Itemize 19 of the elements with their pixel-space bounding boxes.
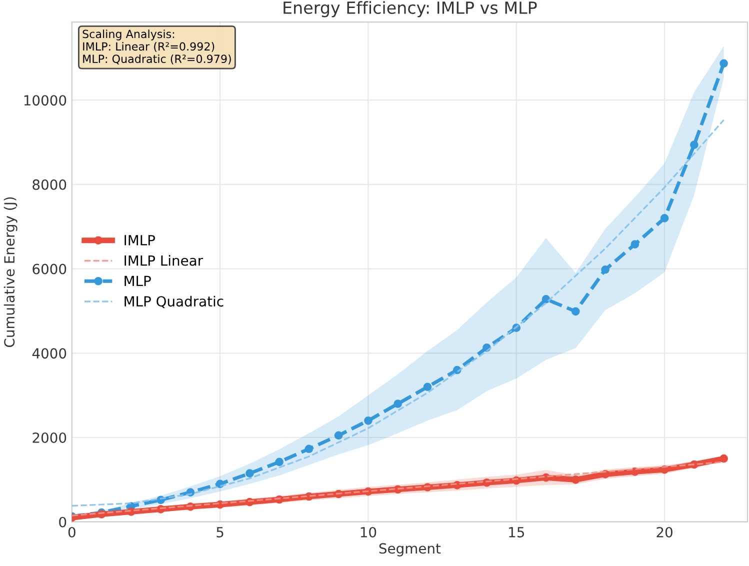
chart-title: Energy Efficiency: IMLP vs MLP: [284, 1, 537, 18]
y-tick-label: 4000: [32, 348, 66, 359]
annotation: Scaling Analysis: IMLP: Linear (R²=0.992) MLP: Quadratic (R²=0.979): [82, 30, 231, 64]
y-tick-label: 10000: [24, 95, 66, 106]
legend-label: MLP Quadratic: [124, 296, 224, 308]
x-tick-label: 15: [509, 527, 524, 538]
x-axis-title: Segment: [379, 543, 441, 556]
x-tick-label: 20: [656, 526, 672, 538]
legend-label: MLP: [124, 276, 151, 286]
x-tick-label: 0: [68, 526, 76, 538]
x-tick-label: 10: [360, 526, 376, 538]
y-tick-label: 0: [59, 516, 66, 528]
legend-label: IMLP: [124, 235, 156, 246]
x-tick-label: 5: [216, 527, 224, 538]
legend-label: IMLP Linear: [124, 255, 204, 266]
y-tick-label: 6000: [32, 264, 66, 274]
y-axis-title: Cumulative Energy (J): [4, 197, 18, 348]
y-tick-label: 2000: [32, 432, 66, 443]
y-tick-label: 8000: [32, 179, 66, 190]
